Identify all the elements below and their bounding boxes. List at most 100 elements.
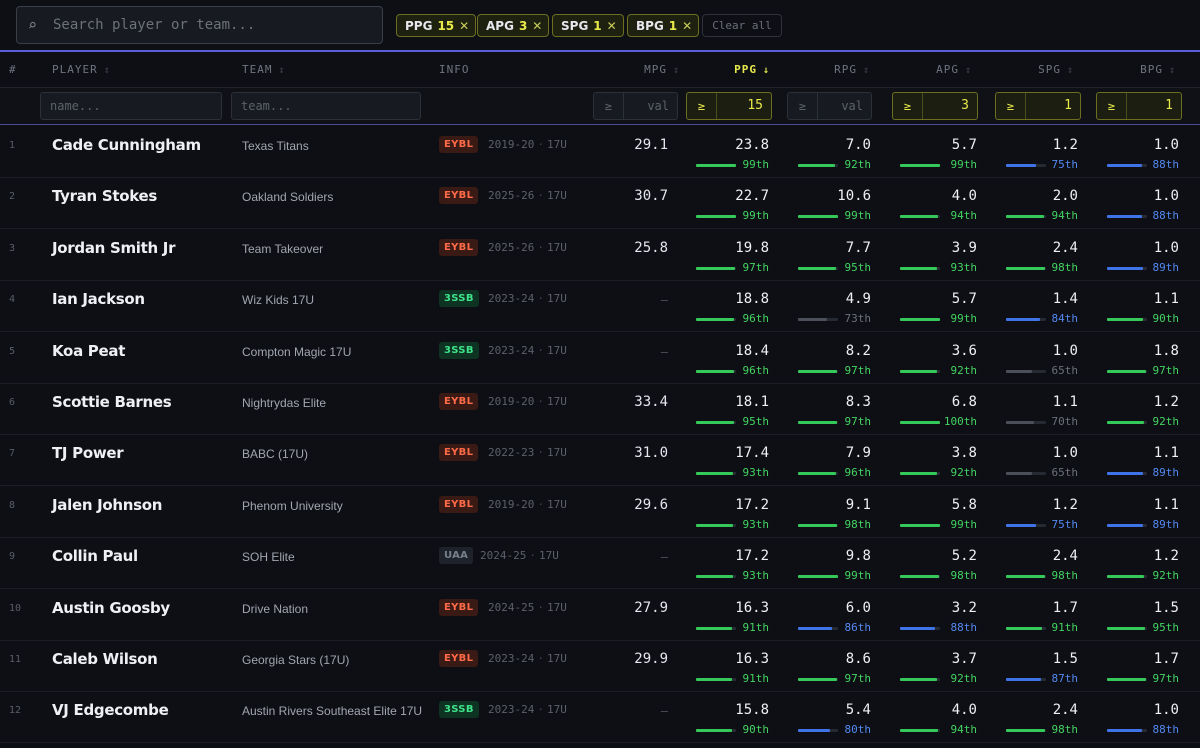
table-row[interactable]: 7 TJ Power BABC (17U) EYBL 2022-23 · 17U 31.0 17… [0, 435, 1200, 487]
table-row[interactable]: 5 Koa Peat Compton Magic 17U 3SSB 2023-24 · 17… [0, 333, 1200, 384]
rpg-percentile: 99th [844, 209, 872, 223]
name-filter-input[interactable]: name... [40, 92, 222, 120]
bpg-filter-value[interactable]: 1 [1165, 98, 1173, 113]
separator-dot: · [537, 343, 544, 357]
col-team[interactable]: TEAM ↕ [242, 52, 286, 88]
bpg-filter[interactable]: ≥ 1 [1096, 92, 1182, 120]
col-spg[interactable]: SPG ↕ [992, 52, 1074, 88]
close-icon[interactable]: ✕ [532, 18, 543, 33]
percentile-bar [798, 318, 838, 322]
apg-filter[interactable]: ≥ 3 [892, 92, 978, 120]
spg-percentile: 91th [1051, 620, 1079, 634]
ppg-percentile: 97th [742, 260, 770, 274]
percentile-fill [798, 215, 838, 219]
close-icon[interactable]: ✕ [606, 18, 617, 33]
operator[interactable]: ≥ [893, 93, 923, 119]
percentile-bar [696, 266, 736, 270]
team-name[interactable]: Drive Nation [242, 601, 309, 616]
percentile-fill [1006, 164, 1036, 167]
team-name[interactable]: Compton Magic 17U [242, 344, 352, 359]
filter-chip-spg[interactable]: SPG 1 ✕ [552, 14, 624, 37]
search-input[interactable] [53, 7, 373, 43]
team-name[interactable]: Nightrydas Elite [242, 396, 327, 410]
close-icon[interactable]: ✕ [682, 18, 693, 33]
table-row[interactable]: 1 Cade Cunningham Texas Titans EYBL 2019-20 ·… [0, 127, 1200, 178]
operator[interactable]: ≥ [1097, 93, 1127, 119]
table-row[interactable]: 9 Collin Paul SOH Elite UAA 2024-25 · 17U — 17.2… [0, 538, 1200, 590]
ppg-filter-value[interactable]: 15 [747, 98, 763, 113]
percentile-fill [798, 472, 836, 476]
col-apg[interactable]: APG ↕ [892, 52, 972, 88]
bpg-cell: 1.2 92th [1107, 384, 1179, 435]
team-name[interactable]: Wiz Kids 17U [242, 293, 315, 308]
filter-chip-bpg[interactable]: BPG 1 ✕ [627, 14, 700, 37]
percentile-fill [1107, 369, 1146, 373]
close-icon[interactable]: ✕ [459, 18, 470, 33]
filter-chip-ppg[interactable]: PPG 15 ✕ [396, 14, 477, 37]
age-group: 17U [546, 292, 567, 306]
operator[interactable]: ≥ [687, 93, 717, 119]
table-row[interactable]: 8 Jalen Johnson Phenom University EYBL 2019-… [0, 487, 1200, 538]
team-name[interactable]: Georgia Stars (17U) [242, 653, 350, 667]
filter-chip-apg[interactable]: APG 3 ✕ [477, 14, 550, 37]
ppg-value: 18.4 [735, 342, 769, 359]
separator-dot: · [529, 549, 536, 563]
player-name[interactable]: TJ Power [52, 444, 124, 463]
search-box[interactable]: ⌕ [16, 6, 383, 44]
spg-filter-value[interactable]: 1 [1064, 98, 1072, 113]
mpg-filter[interactable]: ≥ val [593, 92, 678, 120]
player-name[interactable]: Austin Goosby [52, 598, 170, 617]
rpg-percentile: 97th [844, 415, 872, 428]
rpg-filter[interactable]: ≥ val [787, 92, 872, 120]
team-name[interactable]: Oakland Soldiers [242, 190, 334, 205]
team-name[interactable]: Texas Titans [242, 139, 309, 153]
table-row[interactable]: 10 Austin Goosby Drive Nation EYBL 2024-25 · 1… [0, 590, 1200, 641]
percentile-bar [696, 215, 736, 219]
col-rpg[interactable]: RPG ↕ [790, 52, 870, 88]
col-ppg[interactable]: PPG ↓ [690, 52, 770, 88]
spg-percentile: 75th [1051, 517, 1079, 531]
ppg-value: 22.7 [735, 188, 769, 205]
col-bpg[interactable]: BPG ↕ [1094, 52, 1176, 88]
ppg-filter[interactable]: ≥ 15 [686, 92, 772, 120]
col-player[interactable]: PLAYER ↕ [52, 52, 111, 88]
rpg-value: 7.7 [845, 239, 871, 256]
table-row[interactable]: 6 Scottie Barnes Nightrydas Elite EYBL 2019-… [0, 384, 1200, 435]
apg-value: 5.8 [951, 496, 977, 513]
table-row[interactable]: 12 VJ Edgecombe Austin Rivers Southeast El… [0, 692, 1200, 744]
team-name[interactable]: Austin Rivers Southeast Elite 17U [242, 704, 423, 719]
operator[interactable]: ≥ [996, 93, 1026, 119]
team-name[interactable]: BABC (17U) [242, 447, 309, 462]
percentile-bar [696, 164, 736, 167]
percentile-fill [1107, 575, 1144, 579]
rpg-filter-value[interactable]: val [841, 99, 863, 113]
team-filter-input[interactable]: team... [231, 92, 421, 120]
player-name[interactable]: Scottie Barnes [52, 393, 172, 411]
percentile-fill [696, 215, 736, 219]
apg-filter-value[interactable]: 3 [961, 98, 969, 113]
mpg-filter-value[interactable]: val [647, 99, 669, 113]
percentile-bar [1006, 523, 1046, 527]
player-name[interactable]: Caleb Wilson [52, 650, 158, 668]
player-name[interactable]: Tyran Stokes [52, 187, 158, 206]
team-name[interactable]: Phenom University [242, 498, 343, 513]
player-name[interactable]: Jalen Johnson [52, 495, 163, 514]
spg-filter[interactable]: ≥ 1 [995, 92, 1081, 120]
player-name[interactable]: Koa Peat [52, 341, 126, 360]
player-name[interactable]: Cade Cunningham [52, 136, 201, 154]
player-name[interactable]: Ian Jackson [52, 290, 145, 309]
player-name[interactable]: VJ Edgecombe [52, 701, 169, 720]
table-row[interactable]: 11 Caleb Wilson Georgia Stars (17U) EYBL 202… [0, 641, 1200, 692]
operator[interactable]: ≥ [594, 93, 624, 119]
table-row[interactable]: 2 Tyran Stokes Oakland Soldiers EYBL 2025-26… [0, 178, 1200, 230]
season-info: 2019-20 · 17U [488, 138, 567, 151]
team-name[interactable]: Team Takeover [242, 241, 324, 256]
table-row[interactable]: 4 Ian Jackson Wiz Kids 17U 3SSB 2023-24 · 17U —… [0, 281, 1200, 333]
player-name[interactable]: Collin Paul [52, 547, 138, 566]
clear-all-button[interactable]: Clear all [702, 14, 782, 37]
col-mpg[interactable]: MPG ↕ [600, 52, 680, 88]
player-name[interactable]: Jordan Smith Jr [52, 238, 176, 257]
table-row[interactable]: 3 Jordan Smith Jr Team Takeover EYBL 2025-26… [0, 230, 1200, 281]
team-name[interactable]: SOH Elite [242, 550, 295, 565]
operator[interactable]: ≥ [788, 93, 818, 119]
